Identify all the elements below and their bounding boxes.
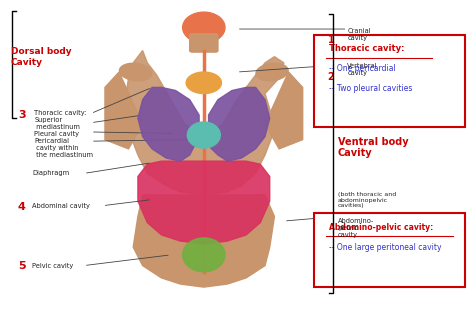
Text: Ventral body
Cavity: Ventral body Cavity: [338, 137, 409, 158]
Ellipse shape: [182, 12, 225, 43]
Polygon shape: [133, 195, 274, 287]
Text: Diaphragm: Diaphragm: [32, 170, 69, 176]
Polygon shape: [105, 72, 143, 149]
FancyBboxPatch shape: [314, 35, 465, 127]
Ellipse shape: [186, 72, 221, 94]
Ellipse shape: [182, 238, 225, 272]
Text: Abdomino-
pelvic
cavity: Abdomino- pelvic cavity: [338, 218, 374, 238]
Ellipse shape: [256, 63, 288, 81]
FancyBboxPatch shape: [190, 34, 218, 52]
Text: Abdominal cavity: Abdominal cavity: [32, 203, 90, 209]
Text: 1: 1: [328, 35, 334, 45]
Polygon shape: [265, 72, 303, 149]
Text: (both thoracic and
abdominopelvic
cavities): (both thoracic and abdominopelvic caviti…: [338, 192, 396, 208]
Text: Abdomino-pelvic cavity:: Abdomino-pelvic cavity:: [328, 223, 433, 232]
Text: 5: 5: [18, 261, 26, 271]
Text: 2: 2: [328, 72, 334, 82]
Text: -- One pericardial: -- One pericardial: [328, 64, 395, 73]
Text: 4: 4: [18, 202, 26, 212]
Polygon shape: [209, 87, 270, 161]
Polygon shape: [138, 87, 199, 161]
Text: Cranial
cavity: Cranial cavity: [347, 28, 371, 41]
Text: Pelvic cavity: Pelvic cavity: [32, 263, 73, 268]
Polygon shape: [124, 51, 284, 195]
Polygon shape: [138, 161, 270, 244]
Ellipse shape: [119, 63, 152, 81]
Text: -- Two pleural cavities: -- Two pleural cavities: [328, 84, 412, 93]
Text: Dorsal body
Cavity: Dorsal body Cavity: [11, 47, 72, 67]
Text: 3: 3: [18, 110, 26, 120]
FancyBboxPatch shape: [314, 213, 465, 287]
Text: Thoracic cavity:: Thoracic cavity:: [328, 44, 404, 53]
Ellipse shape: [187, 122, 220, 148]
Text: -- One large peritoneal cavity: -- One large peritoneal cavity: [328, 242, 441, 251]
Text: Thoracic cavity:
Superior
 mediastinum
Pleural cavity
Pericardial
 cavity within: Thoracic cavity: Superior mediastinum Pl…: [34, 110, 93, 158]
Text: Vertebral
cavity: Vertebral cavity: [347, 63, 378, 76]
